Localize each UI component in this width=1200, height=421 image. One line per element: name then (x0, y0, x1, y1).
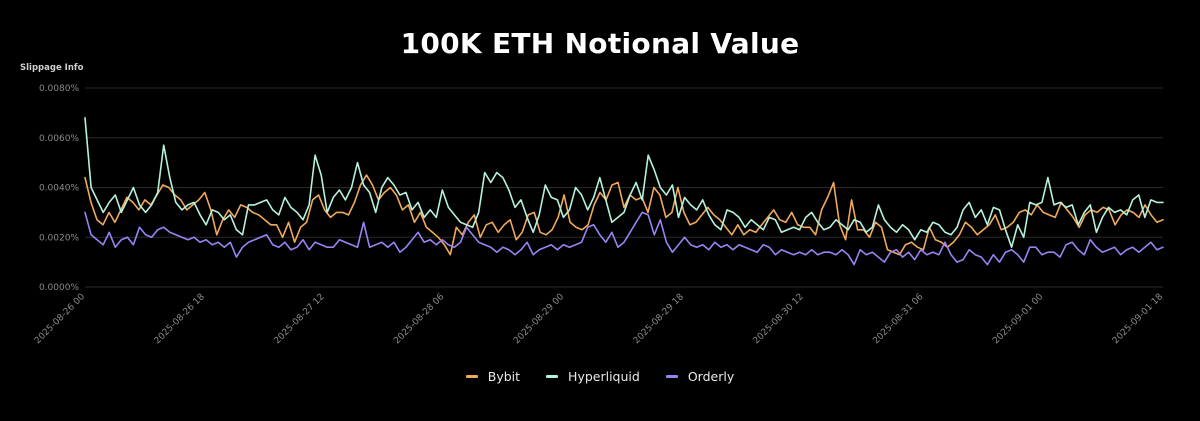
chart-title: 100K ETH Notional Value (400, 27, 800, 60)
legend-label: Orderly (687, 369, 735, 384)
x-tick-label: 2025-08-31 06 (871, 292, 925, 346)
legend-swatch (465, 375, 478, 378)
y-tick-label: 0.0060% (39, 134, 79, 144)
series-line-hyperliquid (84, 117, 1164, 248)
legend-label: Bybit (487, 369, 521, 384)
legend-label: Hyperliquid (568, 369, 640, 384)
legend-item-bybit[interactable]: Bybit (465, 369, 521, 384)
x-tick-label: 2025-08-26 00 (33, 292, 87, 346)
y-axis-label: Slippage Info (20, 63, 84, 73)
y-tick-label: 0.0000% (39, 283, 79, 293)
x-tick-label: 2025-08-29 18 (632, 292, 686, 346)
x-tick-label: 2025-08-26 18 (153, 292, 207, 346)
x-tick-label: 2025-09-01 18 (1111, 292, 1165, 346)
x-tick-label: 2025-08-28 06 (392, 292, 446, 346)
y-tick-label: 0.0080% (39, 84, 79, 94)
legend-swatch (546, 375, 559, 378)
y-tick-label: 0.0040% (39, 184, 79, 194)
legend-item-hyperliquid[interactable]: Hyperliquid (546, 369, 640, 384)
x-tick-label: 2025-09-01 00 (991, 292, 1045, 346)
series-line-bybit (84, 174, 1164, 256)
x-tick-label: 2025-08-29 00 (512, 292, 566, 346)
legend-swatch (665, 375, 678, 378)
x-tick-label: 2025-08-30 12 (752, 292, 806, 346)
series-line-orderly (84, 211, 1164, 266)
chart-legend: Bybit Hyperliquid Orderly (0, 369, 1200, 384)
y-tick-label: 0.0020% (39, 233, 79, 243)
legend-item-orderly[interactable]: Orderly (665, 369, 735, 384)
x-tick-label: 2025-08-27 12 (272, 292, 326, 346)
